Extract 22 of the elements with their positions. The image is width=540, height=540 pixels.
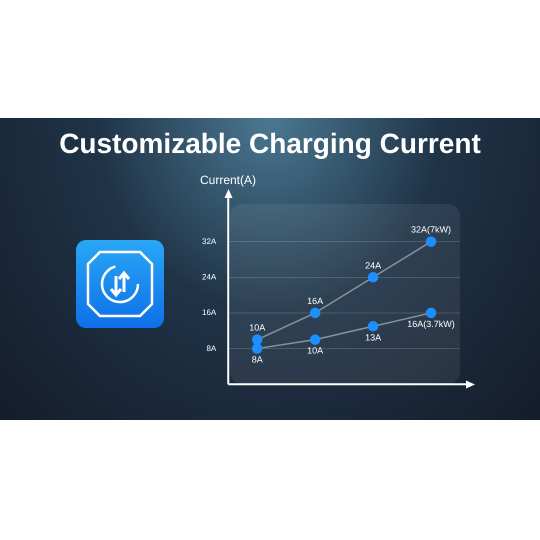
point [426, 236, 436, 247]
y-tick-label: 16A [202, 308, 217, 318]
point [426, 308, 436, 318]
data-label: 10A [307, 346, 324, 356]
data-label: 32A(7kW) [411, 224, 452, 235]
y-tick-label: 8A [206, 344, 217, 353]
point [310, 308, 320, 318]
point [368, 321, 378, 332]
chart-title: Customizable Charging Current [58, 128, 482, 160]
point [310, 334, 320, 345]
data-label: 16A(3.7kW) [407, 318, 455, 329]
y-tick-label: 24A [202, 272, 217, 282]
data-label: 24A [365, 260, 382, 270]
data-label: 8A [252, 354, 263, 365]
data-label: 13A [365, 332, 382, 342]
y-tick-label: 32A [202, 236, 217, 246]
point [252, 343, 262, 354]
point [252, 334, 262, 345]
y-axis-title: Current(A) [200, 173, 256, 187]
data-label: 16A [307, 296, 324, 306]
data-label: 10A [249, 322, 266, 333]
point [368, 272, 378, 283]
